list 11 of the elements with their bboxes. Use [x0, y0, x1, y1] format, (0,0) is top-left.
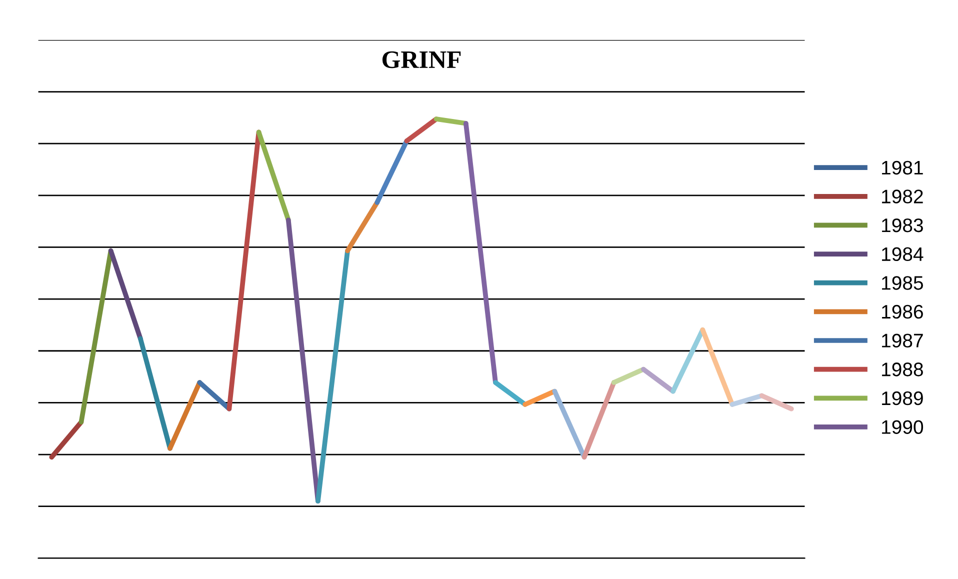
legend-label: 1990 — [882, 420, 924, 434]
legend-label: 1982 — [882, 190, 923, 204]
legend-label: 1981 — [882, 160, 923, 175]
legend-label: 1989 — [882, 391, 923, 406]
legend-label: 1986 — [882, 304, 923, 319]
legend-label: 1985 — [882, 276, 923, 290]
chart-title: GRINF — [382, 51, 461, 68]
legend-label: 1984 — [882, 247, 924, 262]
legend-label: 1987 — [882, 334, 923, 348]
legend-label: 1983 — [882, 218, 923, 232]
legend-label: 1988 — [882, 362, 923, 376]
